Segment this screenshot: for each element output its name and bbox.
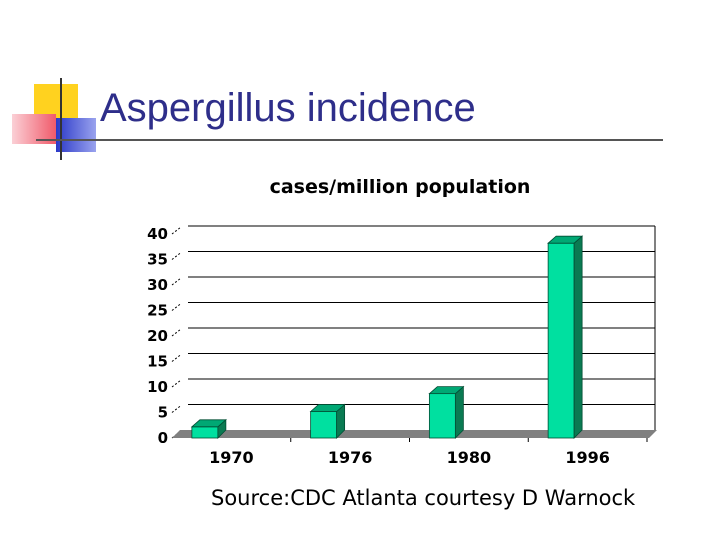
chart-title: cases/million population [269, 176, 531, 198]
chart-floor [172, 430, 657, 438]
slide-title: Aspergillus incidence [100, 86, 476, 130]
bar [191, 426, 219, 439]
y-tick-mark [171, 303, 182, 311]
x-tick-label: 1996 [565, 448, 610, 467]
bar [547, 242, 575, 439]
slide-logo-decoration [0, 0, 110, 170]
y-tick-mark [171, 379, 182, 388]
y-tick-label: 20 [147, 327, 168, 345]
bar [428, 393, 456, 439]
x-tick-label: 1980 [447, 448, 492, 467]
y-tick-label: 15 [147, 353, 168, 371]
bar-side [573, 235, 583, 439]
bar-side [454, 385, 464, 439]
bar-top [190, 419, 227, 428]
bar-top [309, 404, 346, 412]
y-tick-mark [171, 277, 182, 286]
y-tick-label: 40 [147, 225, 168, 243]
y-tick-label: 10 [147, 378, 168, 396]
y-tick-mark [171, 328, 182, 337]
y-tick-mark [171, 226, 182, 235]
y-tick-label: 35 [147, 251, 168, 269]
bar-top [547, 235, 584, 244]
y-tick-mark [171, 252, 182, 260]
title-divider [36, 139, 663, 141]
bar-top [428, 386, 465, 395]
logo-vertical-line [60, 78, 62, 160]
x-tick-label: 1970 [209, 448, 254, 467]
y-tick-label: 0 [158, 429, 168, 447]
y-tick-mark [171, 405, 182, 413]
logo-blue-square [56, 118, 96, 152]
source-caption: Source:CDC Atlanta courtesy D Warnock [211, 486, 636, 510]
y-tick-mark [171, 354, 182, 362]
x-tick-label: 1976 [328, 448, 373, 467]
y-tick-label: 25 [147, 302, 168, 320]
y-tick-label: 5 [158, 404, 168, 422]
y-tick-label: 30 [147, 276, 168, 294]
bar [310, 411, 338, 439]
